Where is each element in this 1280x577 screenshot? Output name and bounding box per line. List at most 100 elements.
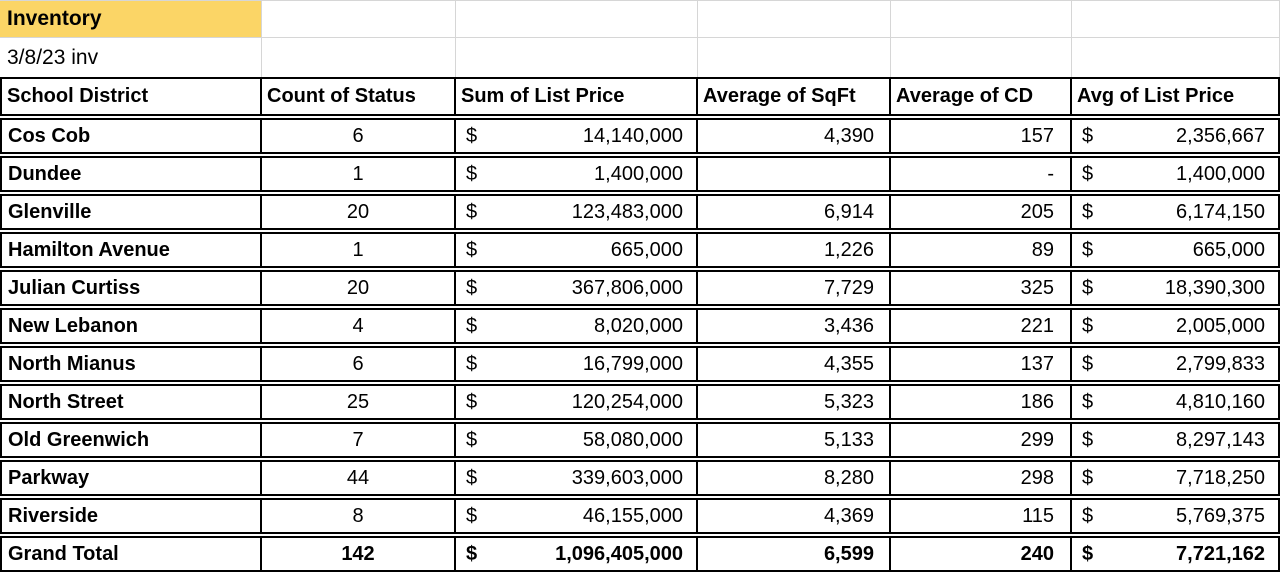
cell-count[interactable]: 4: [262, 310, 456, 342]
cell-count[interactable]: 6: [262, 348, 456, 380]
cell-sum-list-price[interactable]: $46,155,000: [456, 500, 698, 532]
cell-district[interactable]: North Street: [2, 386, 262, 418]
cell-count[interactable]: 25: [262, 386, 456, 418]
currency-symbol: $: [1082, 542, 1094, 565]
cell-district[interactable]: New Lebanon: [2, 310, 262, 342]
cell-avg-list-price[interactable]: $6,174,150: [1072, 196, 1278, 228]
cell-avg-cd[interactable]: 205: [891, 196, 1072, 228]
empty-cell[interactable]: [456, 38, 698, 77]
cell-avg-sqft[interactable]: 8,280: [698, 462, 891, 494]
cell-district[interactable]: Old Greenwich: [2, 424, 262, 456]
cell-avg-list-price[interactable]: $5,769,375: [1072, 500, 1278, 532]
cell-district[interactable]: Hamilton Avenue: [2, 234, 262, 266]
cell-avg-sqft[interactable]: 3,436: [698, 310, 891, 342]
cell-avg-sqft[interactable]: 6,914: [698, 196, 891, 228]
empty-cell[interactable]: [262, 1, 456, 37]
cell-district[interactable]: Riverside: [2, 500, 262, 532]
cell-district[interactable]: North Mianus: [2, 348, 262, 380]
empty-cell[interactable]: [698, 38, 891, 77]
cell-count[interactable]: 7: [262, 424, 456, 456]
amount: 123,483,000: [571, 200, 683, 223]
subtitle-row: 3/8/23 inv: [0, 38, 1280, 77]
cell-avg-cd[interactable]: 89: [891, 234, 1072, 266]
cell-avg-sqft[interactable]: 5,323: [698, 386, 891, 418]
empty-cell[interactable]: [891, 1, 1072, 37]
cell-sum-list-price[interactable]: $58,080,000: [456, 424, 698, 456]
cell-district[interactable]: Grand Total: [2, 538, 262, 570]
cell-count[interactable]: 44: [262, 462, 456, 494]
cell-avg-list-price[interactable]: $18,390,300: [1072, 272, 1278, 304]
cell-count[interactable]: 20: [262, 196, 456, 228]
date-note-cell[interactable]: 3/8/23 inv: [0, 38, 262, 77]
cell-avg-sqft[interactable]: 6,599: [698, 538, 891, 570]
cell-avg-sqft[interactable]: 7,729: [698, 272, 891, 304]
cell-avg-cd[interactable]: 299: [891, 424, 1072, 456]
cell-sum-list-price[interactable]: $665,000: [456, 234, 698, 266]
header-average-of-cd[interactable]: Average of CD: [891, 79, 1072, 114]
cell-district[interactable]: Cos Cob: [2, 120, 262, 152]
currency-symbol: $: [1082, 162, 1094, 185]
cell-avg-sqft[interactable]: [698, 158, 891, 190]
cell-sum-list-price[interactable]: $1,096,405,000: [456, 538, 698, 570]
cell-avg-cd[interactable]: 157: [891, 120, 1072, 152]
cell-avg-list-price[interactable]: $2,799,833: [1072, 348, 1278, 380]
header-school-district[interactable]: School District: [2, 79, 262, 114]
cell-district[interactable]: Parkway: [2, 462, 262, 494]
empty-cell[interactable]: [1072, 38, 1280, 77]
empty-cell[interactable]: [698, 1, 891, 37]
cell-count[interactable]: 6: [262, 120, 456, 152]
cell-sum-list-price[interactable]: $120,254,000: [456, 386, 698, 418]
cell-avg-list-price[interactable]: $2,356,667: [1072, 120, 1278, 152]
cell-sum-list-price[interactable]: $339,603,000: [456, 462, 698, 494]
cell-avg-cd[interactable]: 137: [891, 348, 1072, 380]
cell-avg-cd[interactable]: 221: [891, 310, 1072, 342]
currency-symbol: $: [466, 200, 478, 223]
cell-avg-cd[interactable]: 325: [891, 272, 1072, 304]
cell-avg-sqft[interactable]: 4,355: [698, 348, 891, 380]
amount: 120,254,000: [571, 390, 683, 413]
cell-count[interactable]: 1: [262, 234, 456, 266]
cell-sum-list-price[interactable]: $1,400,000: [456, 158, 698, 190]
cell-avg-list-price[interactable]: $665,000: [1072, 234, 1278, 266]
cell-sum-list-price[interactable]: $367,806,000: [456, 272, 698, 304]
cell-sum-list-price[interactable]: $8,020,000: [456, 310, 698, 342]
empty-cell[interactable]: [262, 38, 456, 77]
currency-symbol: $: [466, 542, 478, 565]
cell-district[interactable]: Julian Curtiss: [2, 272, 262, 304]
empty-cell[interactable]: [891, 38, 1072, 77]
cell-avg-cd[interactable]: -: [891, 158, 1072, 190]
cell-avg-sqft[interactable]: 5,133: [698, 424, 891, 456]
amount: 7,721,162: [1176, 542, 1265, 565]
cell-avg-cd[interactable]: 298: [891, 462, 1072, 494]
table-row: New Lebanon 4 $8,020,000 3,436 221 $2,00…: [0, 308, 1280, 344]
cell-sum-list-price[interactable]: $16,799,000: [456, 348, 698, 380]
cell-avg-list-price[interactable]: $1,400,000: [1072, 158, 1278, 190]
cell-avg-cd[interactable]: 115: [891, 500, 1072, 532]
cell-avg-cd[interactable]: 240: [891, 538, 1072, 570]
cell-count[interactable]: 8: [262, 500, 456, 532]
cell-sum-list-price[interactable]: $123,483,000: [456, 196, 698, 228]
cell-district[interactable]: Glenville: [2, 196, 262, 228]
cell-avg-list-price[interactable]: $8,297,143: [1072, 424, 1278, 456]
cell-count[interactable]: 142: [262, 538, 456, 570]
cell-avg-list-price[interactable]: $7,718,250: [1072, 462, 1278, 494]
header-avg-of-list-price[interactable]: Avg of List Price: [1077, 85, 1235, 107]
inventory-title-cell[interactable]: Inventory: [0, 1, 262, 37]
header-average-of-sqft[interactable]: Average of SqFt: [698, 79, 891, 114]
empty-cell[interactable]: [456, 1, 698, 37]
cell-count[interactable]: 1: [262, 158, 456, 190]
cell-avg-list-price[interactable]: $2,005,000: [1072, 310, 1278, 342]
currency-symbol: $: [466, 162, 478, 185]
cell-avg-list-price[interactable]: $4,810,160: [1072, 386, 1278, 418]
cell-avg-sqft[interactable]: 4,369: [698, 500, 891, 532]
cell-avg-sqft[interactable]: 4,390: [698, 120, 891, 152]
cell-avg-list-price[interactable]: $7,721,162: [1072, 538, 1278, 570]
cell-avg-cd[interactable]: 186: [891, 386, 1072, 418]
header-count-of-status[interactable]: Count of Status: [262, 79, 456, 114]
cell-count[interactable]: 20: [262, 272, 456, 304]
header-sum-of-list-price[interactable]: Sum of List Price: [456, 79, 698, 114]
empty-cell[interactable]: [1072, 1, 1280, 37]
cell-avg-sqft[interactable]: 1,226: [698, 234, 891, 266]
cell-sum-list-price[interactable]: $14,140,000: [456, 120, 698, 152]
cell-district[interactable]: Dundee: [2, 158, 262, 190]
